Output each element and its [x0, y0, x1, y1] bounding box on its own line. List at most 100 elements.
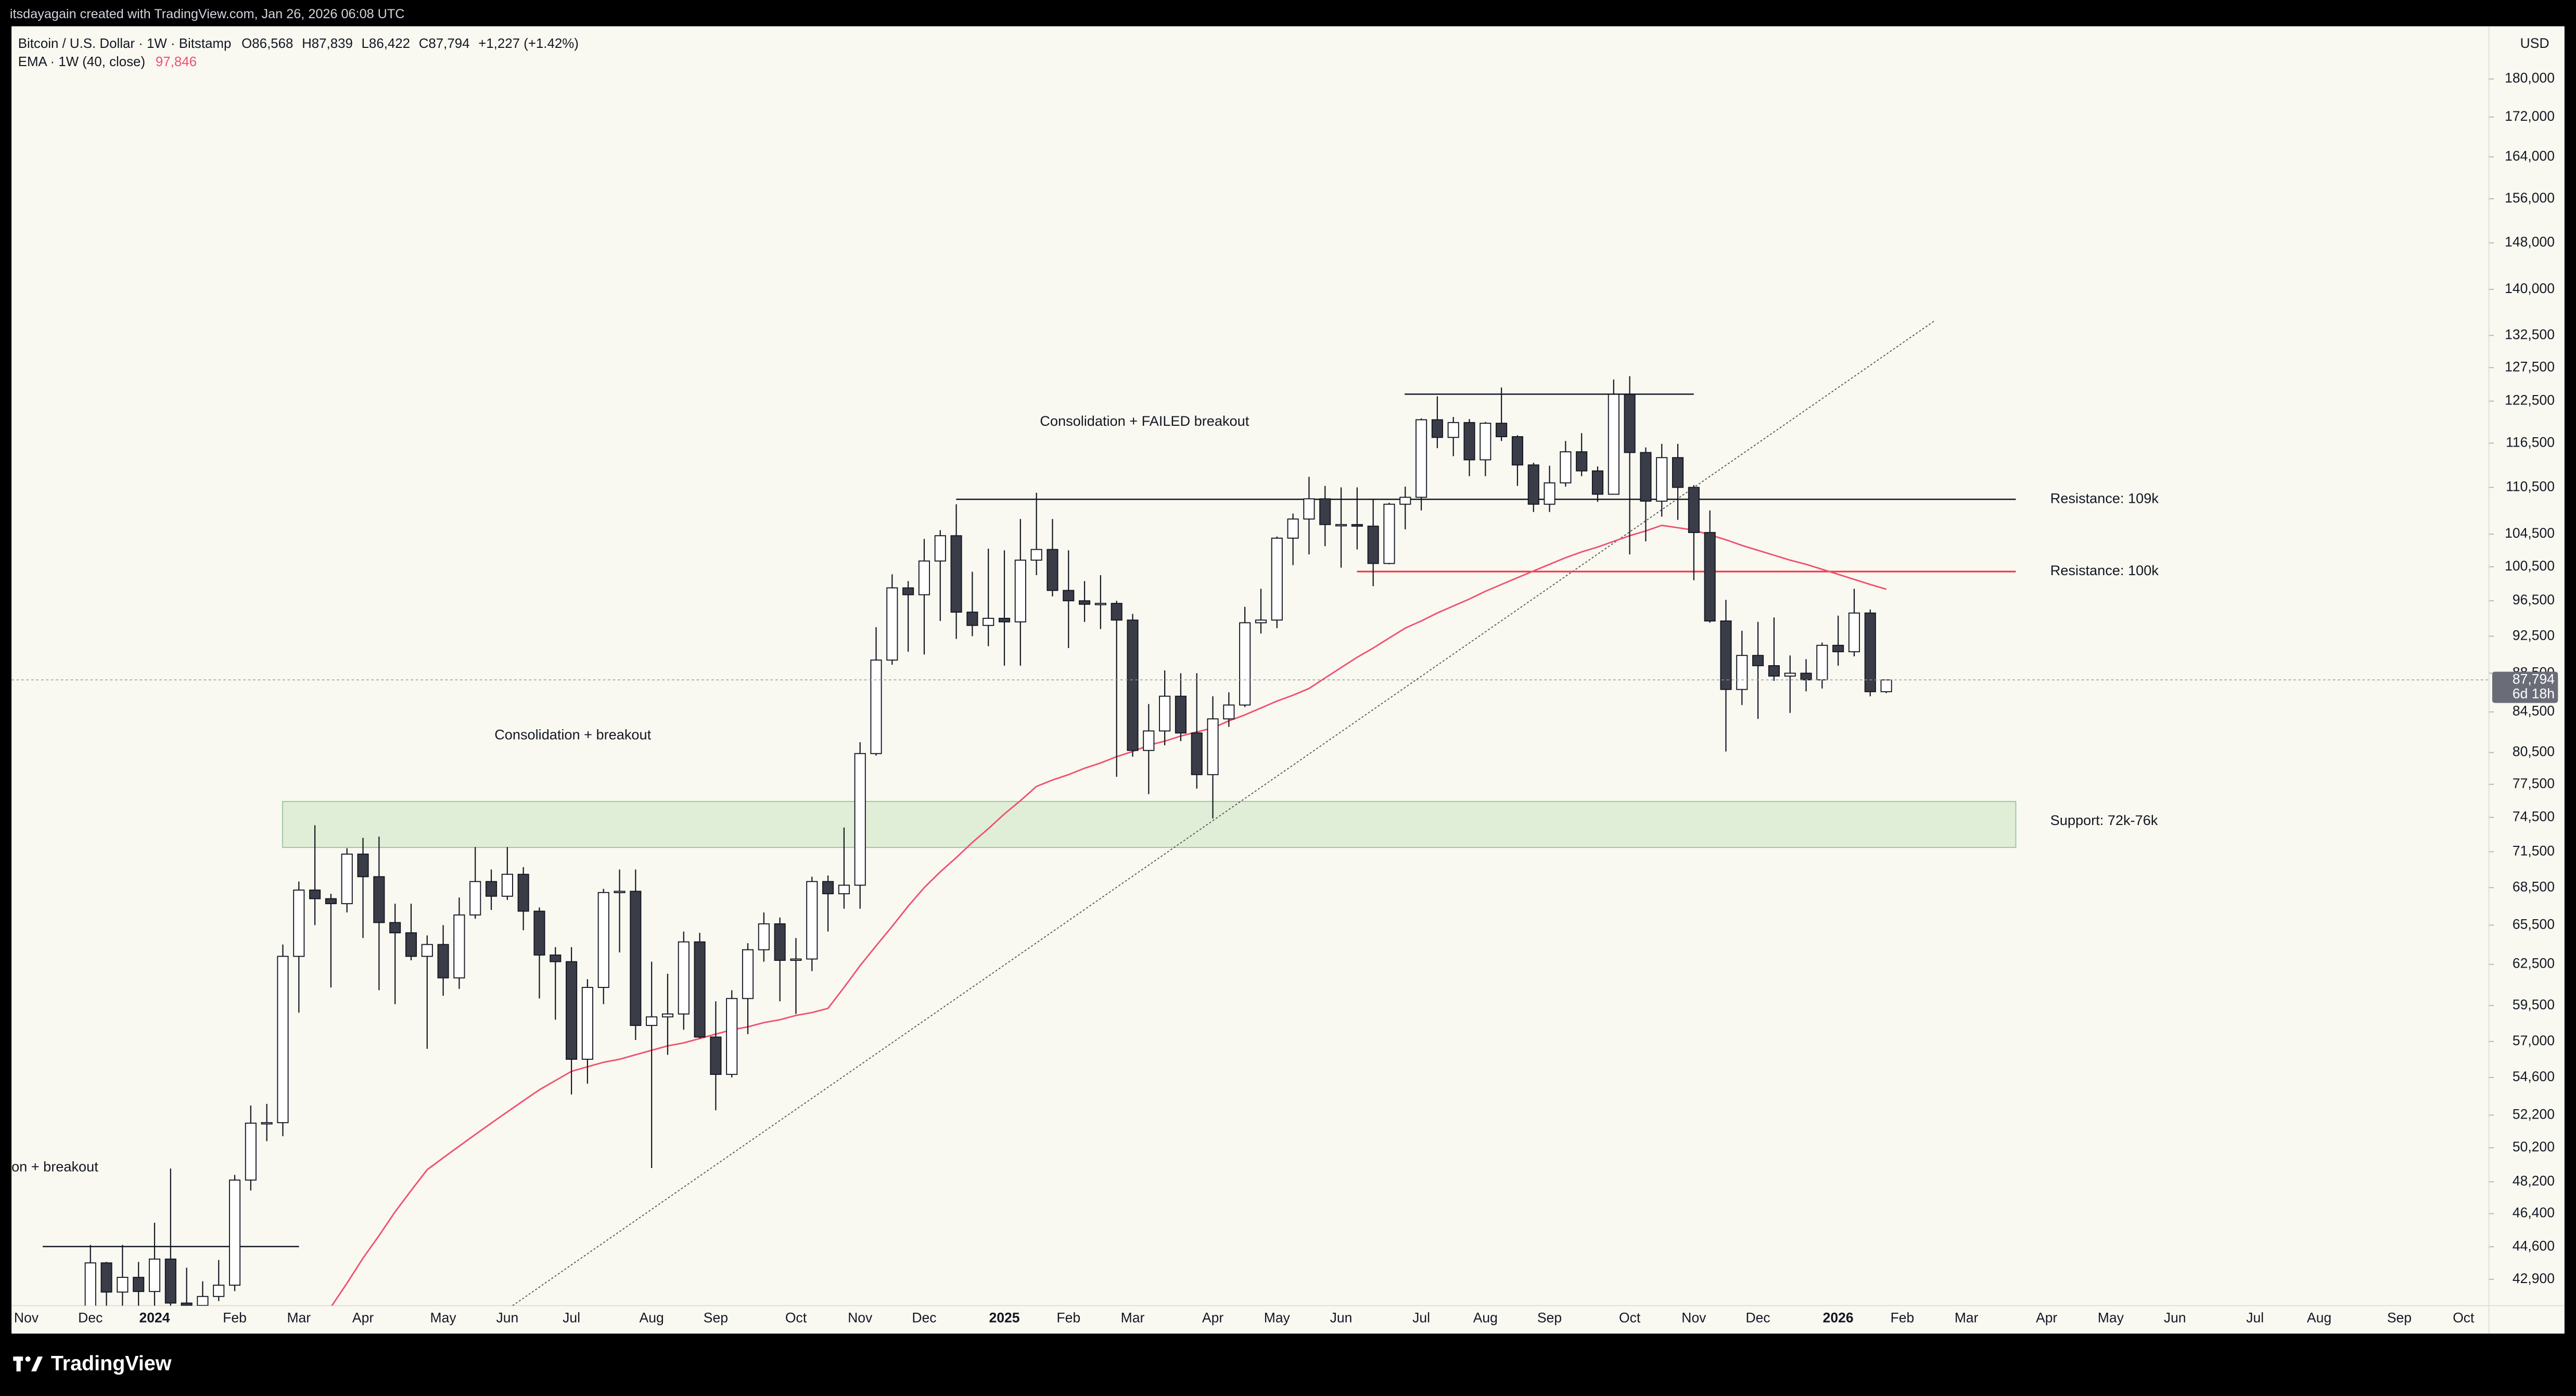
support-zone: [282, 801, 2017, 848]
logo-part: [25, 1356, 31, 1362]
x-tick-label: Mar: [1955, 1310, 1979, 1326]
candle-body: [1511, 436, 1524, 466]
candle-body: [630, 891, 642, 1026]
x-tick-label: Sep: [1537, 1310, 1562, 1326]
x-tick-label: Mar: [287, 1310, 311, 1326]
candle-body: [1688, 487, 1700, 534]
candle-body: [550, 954, 562, 962]
candle-body: [1527, 464, 1539, 505]
y-tick-label: 180,000: [2505, 70, 2555, 86]
y-tick-label: 74,500: [2513, 808, 2555, 824]
candle-body: [437, 944, 449, 979]
ohlc: O86,568: [241, 36, 293, 51]
y-tick-label: 54,600: [2513, 1069, 2555, 1084]
candle-body: [1255, 619, 1267, 624]
x-tick-label: Aug: [1473, 1310, 1498, 1326]
y-tick-label: 164,000: [2505, 148, 2555, 163]
currency: USD: [2520, 35, 2549, 51]
candle-body: [309, 890, 321, 899]
candle-body: [1736, 655, 1748, 690]
countdown: 6d 18h: [2513, 686, 2555, 702]
y-tick-label: 92,500: [2513, 627, 2555, 643]
y-tick-label: 172,000: [2505, 108, 2555, 124]
annotation: Resistance: 109k: [2050, 490, 2159, 506]
candle-body: [1383, 503, 1395, 564]
candle-body: [1367, 525, 1379, 564]
candle-body: [1768, 665, 1780, 677]
candle-body: [806, 881, 818, 960]
y-tick-label: 77,500: [2513, 776, 2555, 791]
candle-body: [1143, 730, 1155, 751]
y-tick-label: 50,200: [2513, 1139, 2555, 1154]
candle-body: [213, 1285, 225, 1297]
annotation: Support: 72k-76k: [2050, 812, 2158, 828]
y-tick-label: 62,500: [2513, 956, 2555, 971]
candle-body: [1287, 518, 1299, 539]
candle-body: [1784, 672, 1796, 677]
candle-body: [501, 873, 513, 897]
brand: TradingView: [51, 1352, 172, 1375]
candle-body: [1480, 423, 1491, 461]
x-tick-label: Apr: [1202, 1310, 1223, 1326]
x-tick-label: Mar: [1121, 1310, 1145, 1326]
candle-body: [261, 1122, 273, 1125]
x-tick-label: Jun: [1330, 1310, 1353, 1326]
candle-body: [838, 884, 850, 895]
annotation: Consolidation + breakout: [494, 727, 651, 743]
candle-body: [1624, 394, 1636, 453]
y-tick-label: 80,500: [2513, 744, 2555, 759]
candle-body: [1640, 452, 1652, 502]
candle-body: [405, 932, 417, 957]
candle-body: [694, 941, 706, 1038]
candle-body: [1816, 644, 1828, 681]
candle-body: [1207, 718, 1219, 776]
candle-body: [1127, 619, 1139, 751]
y-tick-label: 59,500: [2513, 997, 2555, 1012]
candle-body: [998, 617, 1011, 623]
candle-body: [918, 560, 930, 595]
candle-body: [100, 1262, 112, 1293]
candle-body: [133, 1277, 145, 1292]
candle-body: [1463, 422, 1475, 461]
candle-body: [1111, 603, 1123, 621]
candle-body: [1560, 451, 1572, 484]
candle-body: [1591, 470, 1604, 495]
candle-body: [966, 612, 978, 626]
annotation: on + breakout: [11, 1159, 98, 1175]
candle-body: [950, 535, 962, 613]
y-tick-label: 46,400: [2513, 1205, 2555, 1221]
candle-body: [646, 1016, 658, 1026]
candle-body: [293, 890, 305, 957]
candle-body: [181, 1302, 193, 1306]
candle-body: [84, 1262, 96, 1306]
candle-body: [1223, 704, 1235, 720]
candle-body: [1656, 457, 1668, 502]
x-tick-label: Oct: [2453, 1310, 2475, 1326]
x-tick-label: Sep: [704, 1310, 728, 1326]
candle-body: [726, 998, 738, 1075]
trendline: [512, 320, 1936, 1306]
drawings: Consolidation + FAILED breakout Consolid…: [11, 320, 2159, 1306]
candle-body: [1175, 695, 1187, 734]
candle-body: [678, 941, 690, 1015]
candle-body: [1720, 620, 1732, 690]
candle-body: [790, 958, 802, 961]
candle-body: [1159, 695, 1171, 732]
x-tick-label: Jul: [2246, 1310, 2264, 1326]
candle-body: [229, 1179, 241, 1286]
candle-body: [1848, 612, 1860, 653]
candle-body: [245, 1122, 257, 1181]
y-tick-label: 122,500: [2505, 392, 2555, 408]
candle-body: [854, 753, 866, 886]
last-price-box: [2492, 671, 2558, 703]
candle-body: [1079, 600, 1091, 605]
x-tick-label: Feb: [1891, 1310, 1915, 1326]
candle-body: [1864, 612, 1876, 692]
candle-body: [1063, 590, 1075, 602]
y-tick-label: 127,500: [2505, 359, 2555, 374]
x-tick-label: Dec: [912, 1310, 936, 1326]
candle-body: [1608, 394, 1619, 495]
y-tick-label: 48,200: [2513, 1173, 2555, 1189]
candle-body: [469, 881, 481, 916]
